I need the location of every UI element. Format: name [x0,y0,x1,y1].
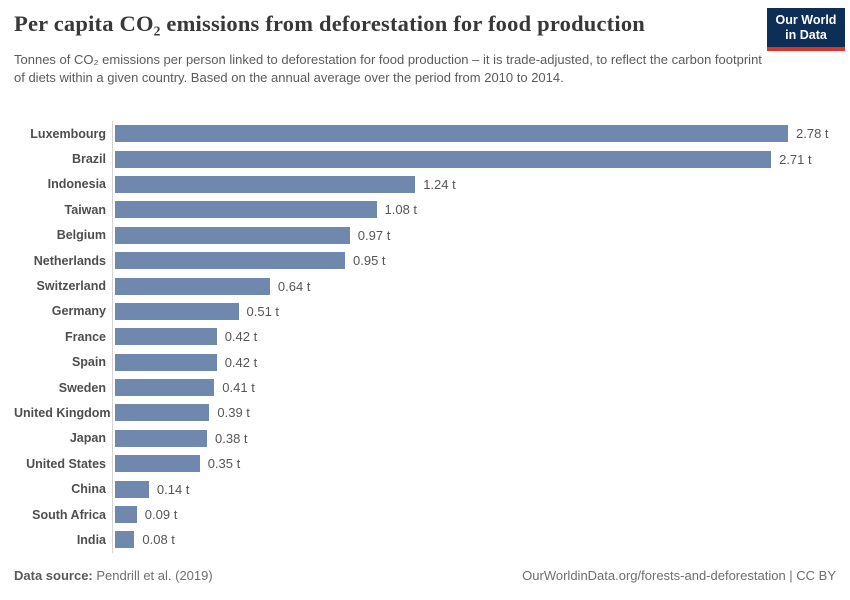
bar[interactable] [115,302,239,320]
country-label: Germany [51,304,106,319]
country-label: Belgium [56,228,106,243]
bar[interactable] [115,201,377,219]
value-label: 0.14 t [156,481,190,497]
bar-row: Brazil 2.71 t [14,146,838,172]
bar[interactable] [115,404,210,422]
bar-track: 1.24 t [112,171,838,198]
bar-track: 2.78 t [112,121,838,147]
value-label: 0.42 t [224,354,258,370]
value-label: 1.08 t [384,202,418,218]
country-label: Sweden [58,380,106,395]
chart-title: Per capita CO₂ emissions from deforestat… [14,11,645,36]
bar[interactable] [115,226,350,244]
bar[interactable] [115,506,137,524]
bar-row: Luxembourg 2.78 t [14,121,838,147]
bar-row: Germany 0.51 t [14,298,838,325]
country-label: France [65,329,106,344]
country-label: Taiwan [64,202,106,217]
bar[interactable] [115,252,345,270]
country-label: Spain [71,355,106,370]
country-label: China [71,482,106,497]
value-label: 0.41 t [222,380,255,396]
bar[interactable] [115,455,200,473]
bar-track: 0.39 t [112,400,838,426]
bar-track: 0.08 t [112,527,838,553]
footer: Data source: Pendrill et al. (2019) OurW… [14,568,836,583]
owid-logo-line2: in Data [785,28,827,42]
chart-subtitle: Tonnes of CO₂ emissions per person linke… [14,52,762,85]
bar-row: China 0.14 t [14,476,838,502]
country-label: India [76,532,106,547]
bar[interactable] [115,531,135,549]
attribution-link[interactable]: OurWorldinData.org/forests-and-deforesta… [522,568,836,583]
country-label: Indonesia [47,177,106,192]
value-label: 0.08 t [142,532,175,548]
bar[interactable] [115,277,270,295]
bar-row: Switzerland 0.64 t [14,273,838,299]
value-label: 0.95 t [353,253,386,269]
bar-row: France 0.42 t [14,324,838,350]
bar-row: Japan 0.38 t [14,425,838,452]
bar[interactable] [115,150,772,168]
value-label: 0.35 t [207,456,241,472]
country-label: United States [26,456,106,471]
bar-row: South Africa 0.09 t [14,501,838,528]
value-label: 2.71 t [779,151,812,167]
data-source-value: Pendrill et al. (2019) [92,568,213,583]
value-label: 0.38 t [215,430,248,446]
bar-row: Taiwan 1.08 t [14,197,838,223]
bar-row: Sweden 0.41 t [14,374,838,401]
bar-track: 0.42 t [112,324,838,350]
bar-track: 0.51 t [112,298,838,325]
bar-track: 0.97 t [112,222,838,248]
country-label: United Kingdom [14,405,111,420]
country-label: Brazil [71,152,106,167]
bar-row: United States 0.35 t [14,451,838,477]
bar-row: Netherlands 0.95 t [14,247,838,274]
bar-track: 0.41 t [112,374,838,401]
bar[interactable] [115,175,416,193]
country-label: Switzerland [36,279,106,294]
bar-row: United Kingdom 0.39 t [14,400,838,426]
value-label: 0.39 t [217,405,250,421]
country-label: South Africa [32,507,106,522]
owid-logo-accent-bar [767,47,845,51]
bar[interactable] [115,429,207,447]
bar-track: 0.42 t [112,349,838,375]
bar-track: 0.64 t [112,273,838,299]
bar[interactable] [115,480,149,498]
bar[interactable] [115,353,217,371]
bar-rows: Luxembourg 2.78 t Brazil 2.71 t Indonesia 1.2… [14,121,838,553]
country-label: Japan [69,431,106,446]
bar-row: India 0.08 t [14,527,838,553]
value-label: 0.42 t [224,329,258,345]
bar-track: 0.14 t [112,476,838,502]
bar-row: Belgium 0.97 t [14,222,838,248]
owid-logo-box: Our World in Data [767,8,845,47]
owid-logo: Our World in Data [767,8,845,51]
owid-logo-line1: Our World [775,13,837,27]
value-label: 0.09 t [144,507,178,523]
value-label: 0.51 t [246,303,280,319]
bar-row: Spain 0.42 t [14,349,838,375]
value-label: 0.64 t [277,278,311,294]
bar-track: 2.71 t [112,146,838,172]
bar[interactable] [115,379,215,397]
bar-track: 1.08 t [112,197,838,223]
bar-row: Indonesia 1.24 t [14,171,838,198]
value-label: 1.24 t [423,176,456,192]
value-label: 0.97 t [357,227,391,243]
bar-track: 0.38 t [112,425,838,452]
country-label: Luxembourg [30,126,106,141]
bar-track: 0.95 t [112,247,838,274]
bar-track: 0.09 t [112,501,838,528]
country-label: Netherlands [33,253,106,268]
bar-track: 0.35 t [112,451,838,477]
data-source: Data source: Pendrill et al. (2019) [14,568,213,583]
bar[interactable] [115,328,217,346]
value-label: 2.78 t [796,126,829,142]
bar[interactable] [115,125,788,143]
data-source-label: Data source: [14,568,93,583]
